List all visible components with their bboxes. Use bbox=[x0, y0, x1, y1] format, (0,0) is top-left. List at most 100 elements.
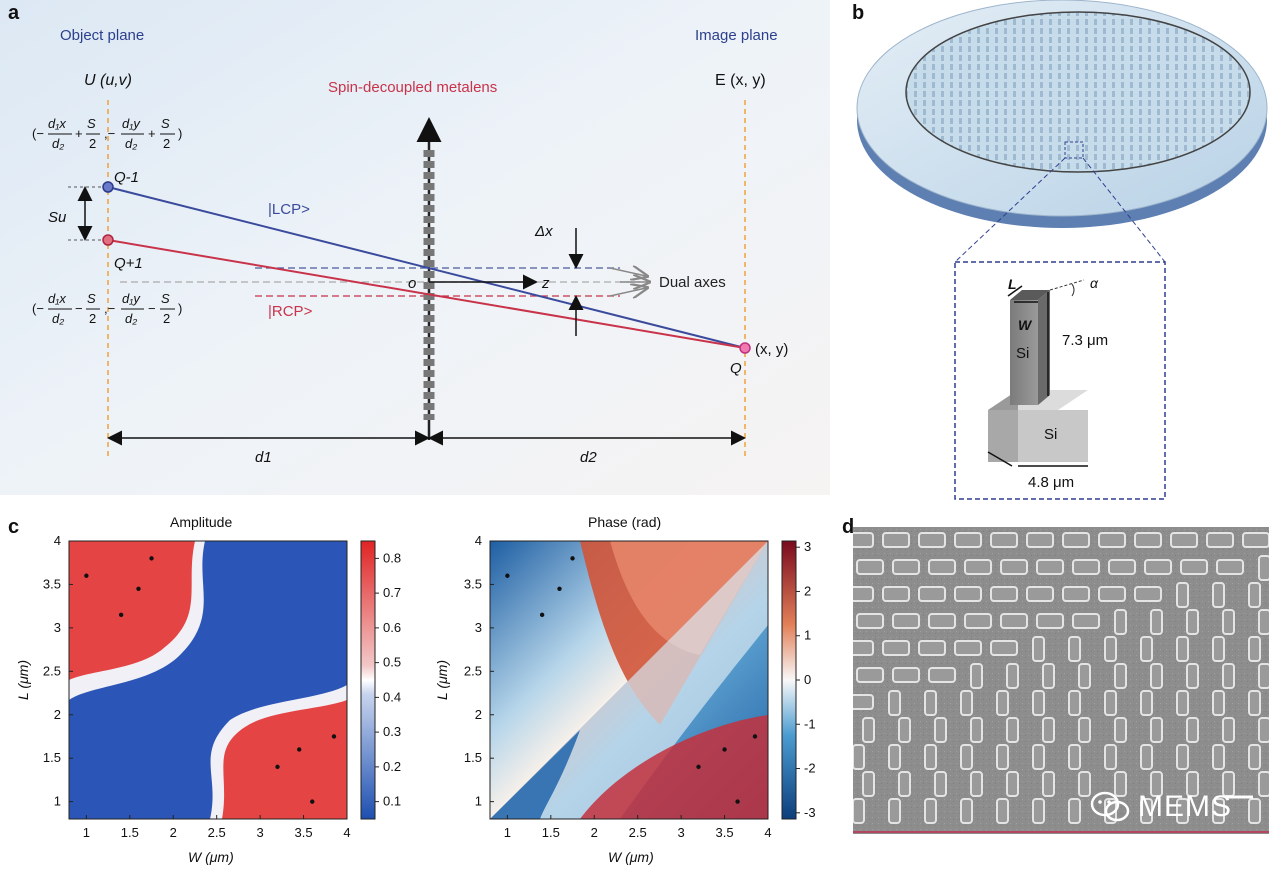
q-minus-label: Q-1 bbox=[114, 169, 139, 186]
nano-pillar bbox=[1006, 771, 1019, 797]
svg-text:+: + bbox=[75, 126, 83, 141]
nano-pillar bbox=[1176, 582, 1189, 608]
colorbar-tick-label: -2 bbox=[804, 761, 816, 776]
object-plane-label: Object plane bbox=[60, 27, 144, 44]
nano-pillar bbox=[1212, 798, 1225, 824]
nano-pillar bbox=[928, 613, 956, 629]
nano-pillar bbox=[990, 532, 1018, 548]
watermark: MEMS bbox=[1090, 790, 1232, 824]
colorbar-tick-label: -1 bbox=[804, 716, 816, 731]
nano-pillar bbox=[1186, 663, 1199, 689]
x-tick-label: 3.5 bbox=[295, 825, 313, 840]
nano-pillar bbox=[1176, 744, 1189, 770]
nano-pillar bbox=[882, 640, 910, 656]
base-depth-dim bbox=[987, 451, 1013, 467]
sem-image bbox=[853, 527, 1269, 834]
nano-pillar bbox=[1222, 717, 1235, 743]
nano-pillar bbox=[1212, 636, 1225, 662]
nano-pillar bbox=[1180, 559, 1208, 575]
svg-text:S: S bbox=[161, 291, 170, 306]
nano-pillar bbox=[918, 586, 946, 602]
svg-text:2: 2 bbox=[163, 136, 170, 151]
colorbar-tick-label: 0.4 bbox=[383, 689, 401, 704]
nano-pillar bbox=[1258, 771, 1269, 797]
wechat-icon bbox=[1090, 791, 1130, 822]
z-label: z bbox=[541, 275, 550, 292]
nano-pillar bbox=[990, 640, 1018, 656]
xy-label: (x, y) bbox=[755, 341, 788, 358]
nano-pillar bbox=[1068, 690, 1081, 716]
y-tick-label: 1 bbox=[54, 794, 61, 809]
nano-pillar bbox=[892, 667, 920, 683]
nano-pillar bbox=[996, 798, 1009, 824]
lcp-ray bbox=[107, 186, 746, 349]
svg-text:2: 2 bbox=[89, 136, 96, 151]
nano-pillar bbox=[1068, 636, 1081, 662]
amplitude-heatmap bbox=[69, 541, 347, 819]
sem-pattern bbox=[853, 527, 1269, 834]
nano-pillar bbox=[1248, 636, 1261, 662]
nano-pillar bbox=[853, 586, 874, 602]
design-point bbox=[735, 799, 740, 804]
x-tick-label: 3 bbox=[678, 825, 685, 840]
pillar-front bbox=[1010, 300, 1038, 405]
svg-text:+: + bbox=[148, 126, 156, 141]
design-point bbox=[505, 573, 510, 578]
svg-text:): ) bbox=[178, 301, 182, 316]
rcp-ray bbox=[107, 239, 746, 349]
svg-text:−: − bbox=[75, 301, 83, 316]
nano-pillar bbox=[1150, 663, 1163, 689]
panel-b: L W α Si Si 7.3 μm 4.8 μm bbox=[840, 0, 1269, 505]
svg-text:d₂: d₂ bbox=[125, 136, 137, 151]
x-tick-label: 1 bbox=[504, 825, 511, 840]
y-tick-label: 4 bbox=[475, 533, 482, 548]
nano-pillar bbox=[1170, 532, 1198, 548]
nano-pillar bbox=[1104, 744, 1117, 770]
q-label: Q bbox=[730, 360, 742, 377]
svg-text:d₂: d₂ bbox=[52, 136, 64, 151]
nano-pillar bbox=[964, 559, 992, 575]
nano-pillar bbox=[1248, 798, 1261, 824]
nano-pillar bbox=[934, 771, 947, 797]
delta-x-label: Δx bbox=[534, 223, 553, 240]
nano-pillar bbox=[1150, 771, 1163, 797]
nano-pillar bbox=[1140, 636, 1153, 662]
nano-pillar bbox=[1114, 771, 1127, 797]
nano-pillar bbox=[1248, 582, 1261, 608]
phase-xlabel: W (μm) bbox=[608, 849, 654, 865]
amplitude-xlabel: W (μm) bbox=[188, 849, 234, 865]
nano-pillar bbox=[954, 640, 982, 656]
nano-pillar bbox=[856, 613, 884, 629]
panel-d-label: d bbox=[842, 516, 855, 538]
design-point bbox=[149, 556, 154, 561]
nano-pillar bbox=[1072, 559, 1100, 575]
panel-c-charts: 1 1.5 2 2.5 3 3.5 4 1 1.5 2 2.5 3 3.5 4 0.1 0.2 0.3 0.4 0.… bbox=[15, 514, 816, 865]
nano-pillar bbox=[934, 717, 947, 743]
nano-pillar bbox=[1206, 532, 1234, 548]
phase-title: Phase (rad) bbox=[588, 514, 661, 530]
e-label: E (x, y) bbox=[715, 72, 766, 89]
nano-pillar bbox=[882, 532, 910, 548]
x-tick-label: 2.5 bbox=[629, 825, 647, 840]
metalens-label: Spin-decoupled metalens bbox=[328, 79, 497, 96]
nano-pillar bbox=[853, 798, 865, 824]
design-point bbox=[84, 573, 89, 578]
x-tick-label: 3.5 bbox=[716, 825, 734, 840]
nano-pillar bbox=[970, 663, 983, 689]
design-point bbox=[752, 734, 758, 739]
w-label: W bbox=[1018, 317, 1033, 333]
phase-colorbar bbox=[781, 540, 797, 820]
colorbar-tick-label: 0.3 bbox=[383, 724, 401, 739]
nano-pillar bbox=[856, 559, 884, 575]
nano-pillar bbox=[1062, 586, 1090, 602]
nano-pillar bbox=[924, 690, 937, 716]
nano-pillar bbox=[970, 717, 983, 743]
nano-pillar bbox=[954, 586, 982, 602]
nano-pillar bbox=[996, 744, 1009, 770]
nano-pillar bbox=[1032, 636, 1045, 662]
nano-pillar bbox=[960, 798, 973, 824]
nano-pillar bbox=[954, 532, 982, 548]
y-tick-label: 3.5 bbox=[43, 576, 61, 591]
q-plus-label: Q+1 bbox=[114, 255, 143, 272]
svg-text:(−: (− bbox=[32, 126, 44, 141]
